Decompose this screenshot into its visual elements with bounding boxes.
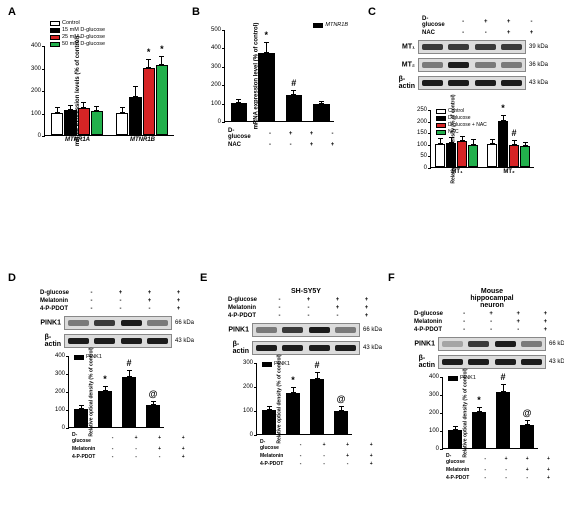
panel-label-f: F	[388, 272, 395, 284]
chart-a: mRNA expression levels (% of control) 01…	[44, 46, 174, 136]
panel-c: D-glucose-++-NAC--++ MT₁39 kDaMT₂36 kDaβ…	[396, 14, 544, 168]
treatment-table-b: D-glucose-++-NAC--++	[224, 126, 344, 150]
panel-d: D-glucose-+++Melatonin--++4-P-PDOT---+PI…	[36, 288, 196, 462]
blots-c: MT₁39 kDaMT₂36 kDaβ-actin43 kDa	[418, 40, 526, 90]
title-F: Mouse hippocampal neuron	[438, 288, 546, 309]
panel-label-c: C	[368, 6, 376, 18]
chart-c: Relative optical density (% of control) …	[430, 110, 534, 168]
panel-label-e: E	[200, 272, 207, 284]
panel-e: SH-SY5YD-glucose-+++Melatonin--++4-P-PDO…	[224, 288, 384, 469]
panel-label-b: B	[192, 6, 200, 18]
legend-b: MTNR1B	[313, 22, 348, 29]
chart-b: mRNA expression level (% of control) 010…	[224, 30, 334, 122]
panel-b: MTNR1B mRNA expression level (% of contr…	[224, 24, 344, 150]
panel-a: Control15 mM D-glucose25 mM D-glucose50 …	[44, 24, 174, 136]
panel-label-d: D	[8, 272, 16, 284]
treatment-table-c: D-glucose-++-NAC--++	[418, 14, 544, 38]
title-E: SH-SY5Y	[252, 288, 360, 295]
legend-b-label: MTNR1B	[325, 22, 348, 28]
panel-f: Mouse hippocampal neuronD-glucose-+++Mel…	[410, 288, 560, 483]
panel-label-a: A	[8, 6, 16, 18]
